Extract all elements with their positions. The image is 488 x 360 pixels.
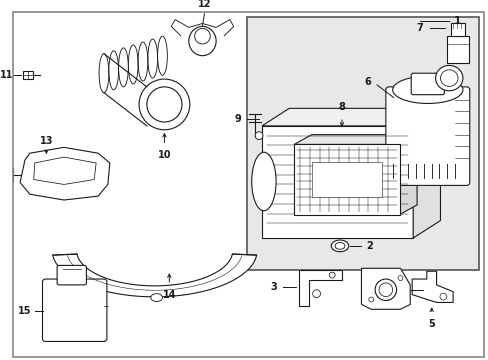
Polygon shape [299,270,341,306]
Polygon shape [262,108,440,126]
Text: 15: 15 [18,306,32,316]
Text: 5: 5 [427,319,434,329]
Bar [294,144,399,215]
FancyBboxPatch shape [57,265,86,285]
Polygon shape [294,135,416,144]
Polygon shape [412,108,440,238]
Polygon shape [53,254,256,297]
Ellipse shape [378,283,392,297]
Text: 10: 10 [157,150,171,160]
Ellipse shape [334,243,344,249]
Ellipse shape [188,26,216,56]
Text: 3: 3 [270,282,277,292]
Ellipse shape [435,66,462,91]
Polygon shape [34,157,96,184]
Bar [23,71,33,79]
Text: 1: 1 [452,15,460,26]
Text: 8: 8 [338,102,345,112]
Text: 11: 11 [0,70,13,80]
Ellipse shape [194,28,210,44]
Ellipse shape [251,152,276,211]
Ellipse shape [328,272,334,278]
Text: 9: 9 [234,114,241,124]
Polygon shape [20,147,110,200]
Ellipse shape [312,290,320,298]
Ellipse shape [255,132,263,140]
Bar [450,23,464,36]
Ellipse shape [330,240,348,252]
Ellipse shape [439,293,446,300]
Ellipse shape [146,87,182,122]
Polygon shape [411,271,452,302]
Ellipse shape [150,294,162,301]
Ellipse shape [139,79,189,130]
FancyBboxPatch shape [410,73,444,95]
Text: 12: 12 [197,0,211,9]
Ellipse shape [440,70,457,86]
FancyBboxPatch shape [385,87,469,185]
Text: 13: 13 [40,135,53,145]
Bar [447,36,468,63]
Ellipse shape [392,76,462,103]
Polygon shape [399,135,416,215]
Bar [311,162,381,197]
Bar [247,17,479,270]
Text: 4: 4 [428,285,435,295]
Polygon shape [361,268,409,309]
Text: 7: 7 [416,23,423,33]
Bar [262,126,412,238]
Text: 6: 6 [363,77,370,87]
Text: 2: 2 [365,241,372,251]
FancyBboxPatch shape [42,279,107,342]
Text: 14: 14 [162,290,176,300]
Ellipse shape [368,297,373,302]
Ellipse shape [397,276,402,280]
Ellipse shape [374,279,396,301]
